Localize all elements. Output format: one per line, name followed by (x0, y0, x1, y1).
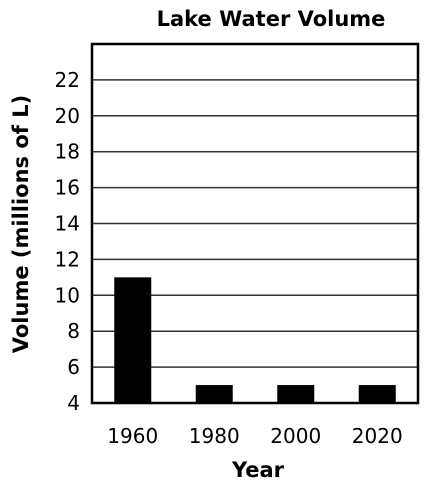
x-tick-label: 1980 (189, 424, 240, 448)
bar-1980 (195, 385, 233, 403)
bar-1960 (114, 277, 152, 403)
y-tick-label: 18 (55, 140, 80, 164)
x-tick-label: 2000 (270, 424, 321, 448)
plot-frame (90, 42, 420, 405)
bar-2020 (358, 385, 396, 403)
x-tick-label: 2020 (352, 424, 403, 448)
y-tick-label: 12 (55, 247, 80, 271)
x-tick-label: 1960 (107, 424, 158, 448)
y-tick-label: 20 (55, 104, 80, 128)
y-tick-label: 8 (67, 319, 80, 343)
x-axis-label: Year (231, 458, 285, 482)
bar-2000 (277, 385, 315, 403)
y-tick-label: 10 (55, 283, 80, 307)
y-tick-label: 6 (67, 355, 80, 379)
y-tick-label: 22 (55, 68, 80, 92)
bars (114, 277, 396, 403)
y-tick-label: 14 (55, 212, 80, 236)
y-tick-label: 16 (55, 176, 80, 200)
y-axis-label: Volume (millions of L) (9, 95, 33, 353)
y-tick-labels: 4 6 8 10 12 14 16 18 20 22 (55, 68, 80, 415)
chart-title: Lake Water Volume (157, 7, 386, 31)
y-tick-label: 4 (67, 391, 80, 415)
x-tick-labels: 1960 1980 2000 2020 (107, 424, 402, 448)
